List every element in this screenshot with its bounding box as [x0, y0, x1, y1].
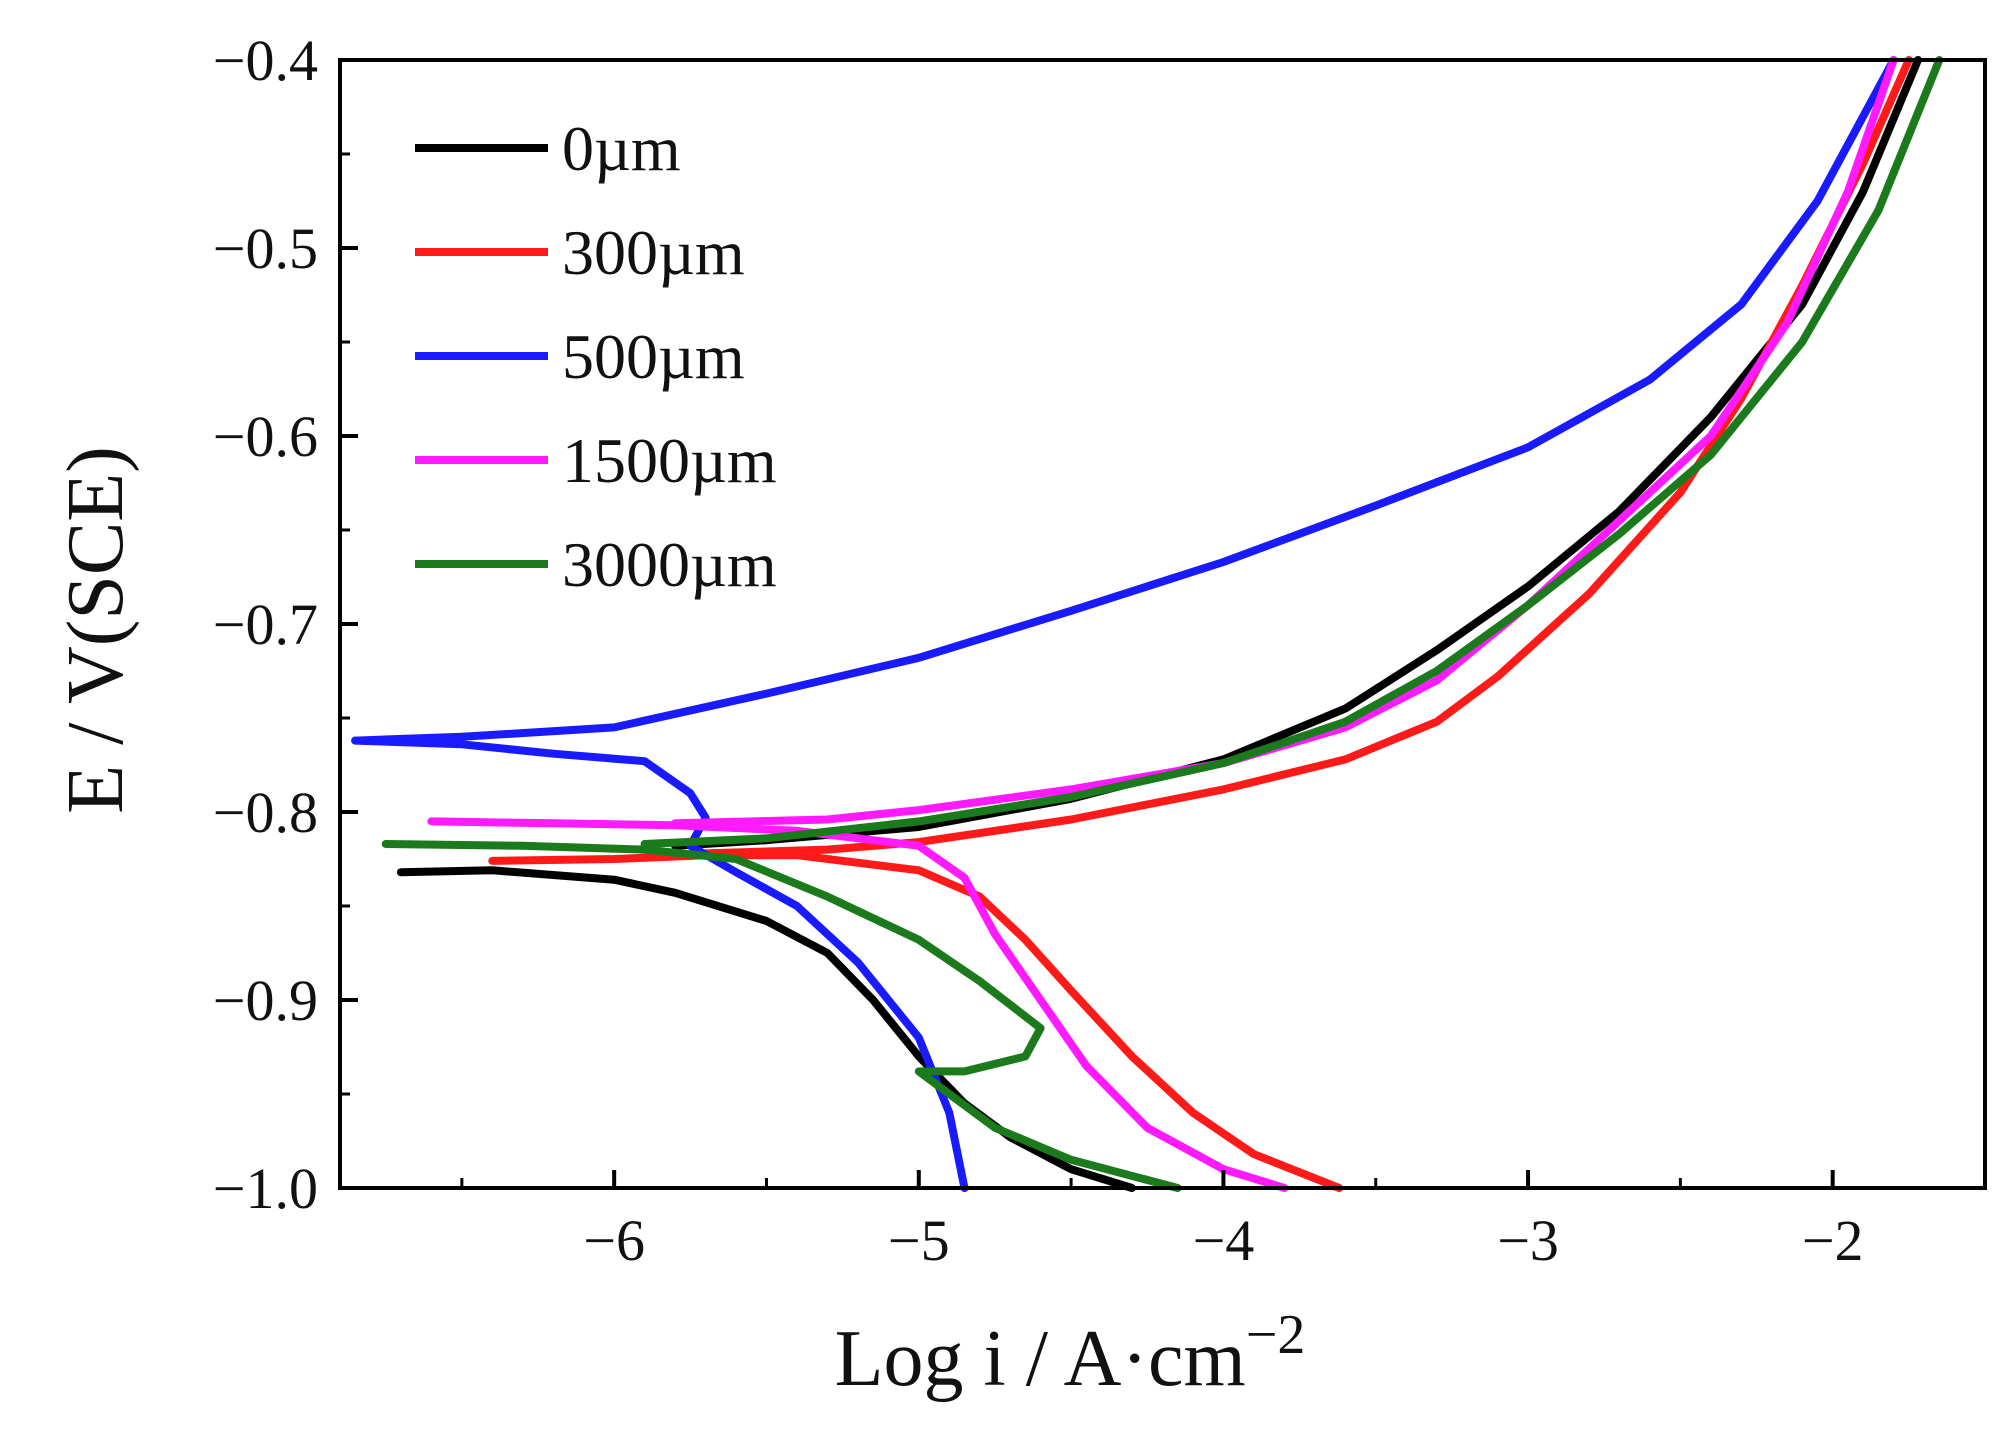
series-line-cathodic-3: [427, 817, 1289, 1192]
series-layer: [351, 56, 1944, 1192]
x-tick-label: −5: [888, 1208, 950, 1273]
legend-label: 0µm: [562, 113, 681, 184]
x-tick-label: −6: [583, 1208, 645, 1273]
y-axis-title: E / V(SCE): [52, 446, 140, 813]
y-tick-label: −0.5: [213, 216, 318, 281]
x-axis-title-superscript: −2: [1246, 1304, 1306, 1366]
x-tick-label: −4: [1193, 1208, 1255, 1273]
x-axis-ticks: −6 −5 −4 −3 −2: [460, 1170, 1864, 1273]
y-tick-label: −0.7: [213, 592, 318, 657]
series-line-anodic-4: [640, 56, 1944, 848]
legend-label: 1500µm: [562, 425, 777, 496]
series-line-cathodic-4: [381, 840, 1182, 1192]
series-line-anodic-2: [351, 56, 1898, 745]
y-tick-label: −0.6: [213, 404, 318, 469]
legend-label: 500µm: [562, 321, 745, 392]
y-tick-label: −1.0: [213, 1156, 318, 1221]
y-tick-label: −0.4: [213, 28, 318, 93]
series-line-anodic-0: [671, 56, 1922, 850]
x-tick-label: −2: [1802, 1208, 1864, 1273]
x-axis-title-main: Log i / A·cm: [835, 1315, 1246, 1403]
legend-label: 3000µm: [562, 529, 777, 600]
y-axis-ticks: −0.4 −0.5 −0.6 −0.7 −0.8 −0.9 −1.0: [213, 28, 358, 1221]
y-tick-label: −0.8: [213, 780, 318, 845]
x-tick-label: −3: [1497, 1208, 1559, 1273]
legend-label: 300µm: [562, 217, 745, 288]
legend: 0µm 300µm 500µm 1500µm 3000µm: [415, 113, 777, 600]
x-axis-title: Log i / A·cm−2: [835, 1304, 1306, 1403]
series-line-anodic-3: [671, 56, 1898, 828]
y-tick-label: −0.9: [213, 968, 318, 1033]
